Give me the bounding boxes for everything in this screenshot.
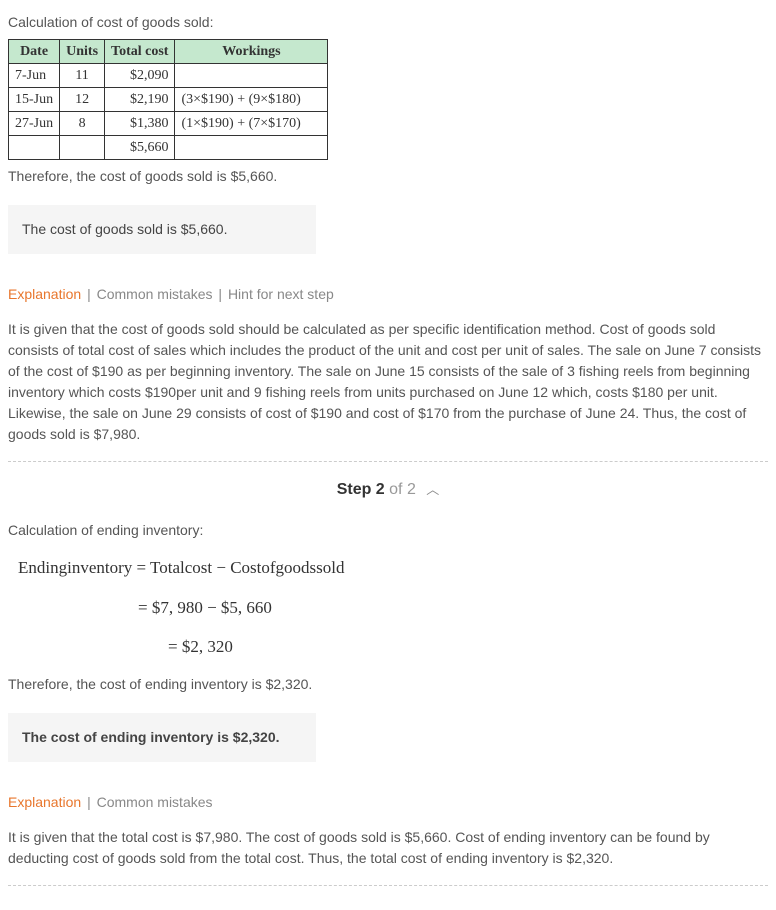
cell-date (9, 136, 60, 160)
step2-therefore: Therefore, the cost of ending inventory … (8, 674, 768, 695)
step1-heading: Calculation of cost of goods sold: (8, 12, 768, 33)
col-date: Date (9, 40, 60, 64)
formula-line-1: Endinginventory = Totalcost − Costofgood… (18, 555, 768, 581)
table-row: 7-Jun 11 $2,090 (9, 64, 328, 88)
tab-common-mistakes[interactable]: Common mistakes (97, 794, 213, 810)
step1-tabs: Explanation | Common mistakes | Hint for… (8, 284, 768, 305)
cell-date: 15-Jun (9, 88, 60, 112)
tab-hint-next-step[interactable]: Hint for next step (228, 286, 334, 302)
cell-units: 11 (60, 64, 105, 88)
cell-date: 7-Jun (9, 64, 60, 88)
step1-explanation-text: It is given that the cost of goods sold … (8, 319, 768, 445)
tab-common-mistakes[interactable]: Common mistakes (97, 286, 213, 302)
cogs-table: Date Units Total cost Workings 7-Jun 11 … (8, 39, 328, 160)
cell-total: $2,090 (105, 64, 175, 88)
step2-heading: Calculation of ending inventory: (8, 520, 768, 541)
cell-total: $2,190 (105, 88, 175, 112)
tab-separator: | (87, 286, 95, 302)
chevron-up-icon[interactable]: ︿ (426, 480, 439, 500)
tab-explanation[interactable]: Explanation (8, 286, 81, 302)
cell-work: (1×$190) + (7×$170) (175, 112, 328, 136)
table-header-row: Date Units Total cost Workings (9, 40, 328, 64)
cell-work: (3×$190) + (9×$180) (175, 88, 328, 112)
cell-units: 12 (60, 88, 105, 112)
step2-answer-box: The cost of ending inventory is $2,320. (8, 713, 316, 762)
cell-total: $5,660 (105, 136, 175, 160)
step-navigator[interactable]: Step 2 of 2 ︿ (8, 478, 768, 502)
cell-date: 27-Jun (9, 112, 60, 136)
tab-separator: | (87, 794, 95, 810)
tab-separator: | (218, 286, 226, 302)
cell-work (175, 64, 328, 88)
cell-work (175, 136, 328, 160)
step-current: Step 2 (337, 481, 385, 498)
cell-units: 8 (60, 112, 105, 136)
col-workings: Workings (175, 40, 328, 64)
step2-tabs: Explanation | Common mistakes (8, 792, 768, 813)
step1-answer-box: The cost of goods sold is $5,660. (8, 205, 316, 254)
table-row: 27-Jun 8 $1,380 (1×$190) + (7×$170) (9, 112, 328, 136)
cell-total: $1,380 (105, 112, 175, 136)
table-row: 15-Jun 12 $2,190 (3×$190) + (9×$180) (9, 88, 328, 112)
step-total: of 2 (385, 481, 416, 498)
col-total: Total cost (105, 40, 175, 64)
formula-line-2: = $7, 980 − $5, 660 (138, 595, 768, 621)
step1-therefore: Therefore, the cost of goods sold is $5,… (8, 166, 768, 187)
tab-explanation[interactable]: Explanation (8, 794, 81, 810)
table-row: $5,660 (9, 136, 328, 160)
section-divider (8, 461, 768, 462)
section-divider (8, 885, 768, 886)
col-units: Units (60, 40, 105, 64)
step2-explanation-text: It is given that the total cost is $7,98… (8, 827, 768, 869)
formula-line-3: = $2, 320 (168, 634, 768, 660)
ending-inventory-formula: Endinginventory = Totalcost − Costofgood… (18, 555, 768, 660)
cell-units (60, 136, 105, 160)
